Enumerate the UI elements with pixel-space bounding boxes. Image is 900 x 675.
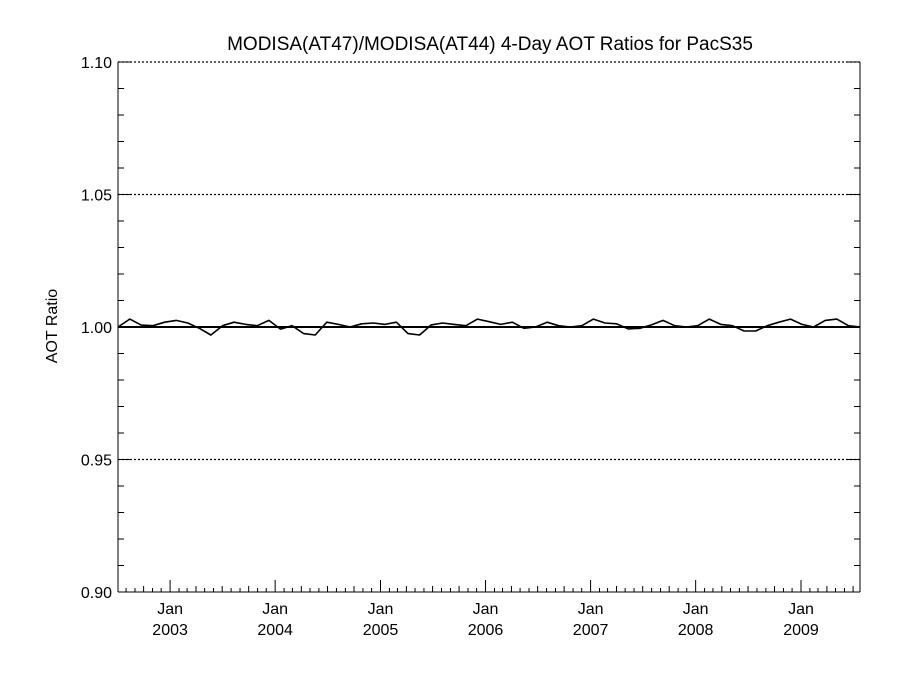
x-tick-label-year: 2004 bbox=[257, 622, 293, 639]
x-tick-label-month: Jan bbox=[368, 601, 394, 618]
x-tick-label-year: 2008 bbox=[678, 622, 714, 639]
x-tick-label-month: Jan bbox=[473, 601, 499, 618]
x-tick-label-month: Jan bbox=[262, 601, 288, 618]
x-tick-label-year: 2006 bbox=[468, 622, 504, 639]
x-tick-label-year: 2007 bbox=[573, 622, 609, 639]
y-axis-label: AOT Ratio bbox=[44, 289, 61, 364]
x-tick-label-month: Jan bbox=[683, 601, 709, 618]
x-tick-label-year: 2003 bbox=[152, 622, 188, 639]
x-tick-label-year: 2005 bbox=[363, 622, 399, 639]
grid bbox=[118, 61, 860, 461]
y-tick-label: 0.90 bbox=[81, 585, 112, 602]
x-tick-label-month: Jan bbox=[157, 601, 183, 618]
x-axis-ticks: Jan 2003 Jan 2004 Jan 2005 Jan 2006 Jan 2007 Jan 20… bbox=[125, 580, 854, 639]
y-tick-label: 1.10 bbox=[81, 55, 112, 72]
y-axis-ticks: 0.90 0.95 1.00 1.05 1.10 bbox=[81, 55, 860, 602]
y-tick-label: 1.05 bbox=[81, 188, 112, 205]
y-tick-label: 1.00 bbox=[81, 320, 112, 337]
y-tick-label: 0.95 bbox=[81, 453, 112, 470]
x-tick-label-month: Jan bbox=[578, 601, 604, 618]
x-tick-label-year: 2009 bbox=[783, 622, 819, 639]
x-tick-label-month: Jan bbox=[788, 601, 814, 618]
chart-title: MODISA(AT47)/MODISA(AT44) 4-Day AOT Rati… bbox=[227, 34, 753, 55]
